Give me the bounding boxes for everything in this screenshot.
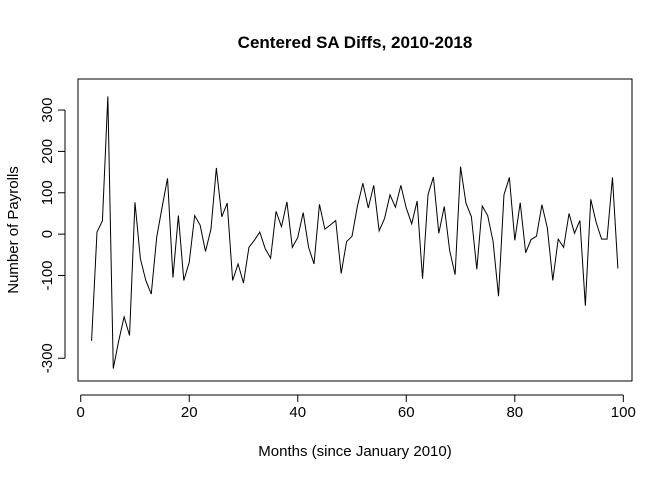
- x-tick-label: 40: [289, 404, 306, 421]
- series-line: [91, 96, 619, 369]
- x-tick-label: 60: [398, 404, 415, 421]
- y-axis: -300 -100 0 100 200 300: [39, 98, 66, 373]
- x-tick-label: 20: [181, 404, 198, 421]
- x-axis: 0 20 40 60 80 100: [77, 394, 636, 421]
- y-tick-label: -100: [39, 260, 56, 290]
- y-tick-label: 0: [39, 230, 56, 238]
- y-tick-label: -300: [39, 343, 56, 373]
- x-tick-label: 100: [611, 404, 636, 421]
- plot-frame: [77, 78, 633, 382]
- series-layer: [91, 96, 619, 369]
- y-axis-label: Number of Payrolls: [5, 166, 22, 294]
- x-tick-label: 80: [506, 404, 523, 421]
- y-tick-label: 200: [39, 139, 56, 164]
- y-tick-label: 300: [39, 98, 56, 123]
- x-axis-label: Months (since January 2010): [258, 443, 451, 460]
- y-tick-label: 100: [39, 180, 56, 205]
- chart-title: Centered SA Diffs, 2010-2018: [238, 33, 473, 52]
- x-tick-label: 0: [77, 404, 85, 421]
